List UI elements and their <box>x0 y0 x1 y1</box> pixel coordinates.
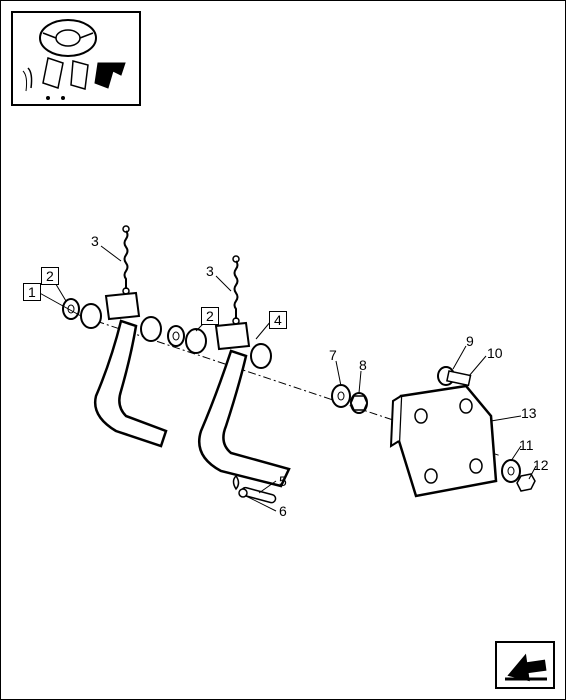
part-spring-left <box>123 226 129 294</box>
thumbnail-svg <box>13 13 139 104</box>
callout-7: 7 <box>329 347 337 363</box>
part-clip <box>234 476 239 489</box>
callout-8: 8 <box>359 357 367 373</box>
exploded-diagram: 3 2 1 3 2 4 5 6 7 8 9 10 13 11 12 <box>21 221 541 601</box>
part-pedal-left <box>81 293 166 446</box>
callout-4: 4 <box>269 311 287 329</box>
part-nut-8 <box>351 393 367 413</box>
part-pin <box>239 487 276 504</box>
callout-3b: 3 <box>206 263 214 279</box>
callout-1: 1 <box>23 283 41 301</box>
diagram-svg <box>21 221 541 601</box>
callout-13: 13 <box>521 405 537 421</box>
callout-6: 6 <box>279 503 287 519</box>
part-washer-11 <box>502 460 520 482</box>
part-bushing-mid <box>168 326 184 346</box>
nav-corner-icon[interactable] <box>495 641 555 689</box>
callout-2a: 2 <box>41 267 59 285</box>
part-bolt-9 <box>438 367 471 385</box>
part-spring-right <box>233 256 239 324</box>
part-pedal-right <box>186 323 289 486</box>
part-washer-7 <box>332 385 350 407</box>
arrow-icon <box>497 643 553 687</box>
callout-11: 11 <box>519 437 534 453</box>
context-thumbnail <box>11 11 141 106</box>
callout-2b: 2 <box>201 307 219 325</box>
callout-12: 12 <box>533 457 549 473</box>
callout-10: 10 <box>487 345 503 361</box>
callout-5: 5 <box>279 473 287 489</box>
callout-9: 9 <box>466 333 474 349</box>
part-bracket <box>391 386 496 496</box>
callout-3a: 3 <box>91 233 99 249</box>
part-bushing-left <box>63 299 79 319</box>
